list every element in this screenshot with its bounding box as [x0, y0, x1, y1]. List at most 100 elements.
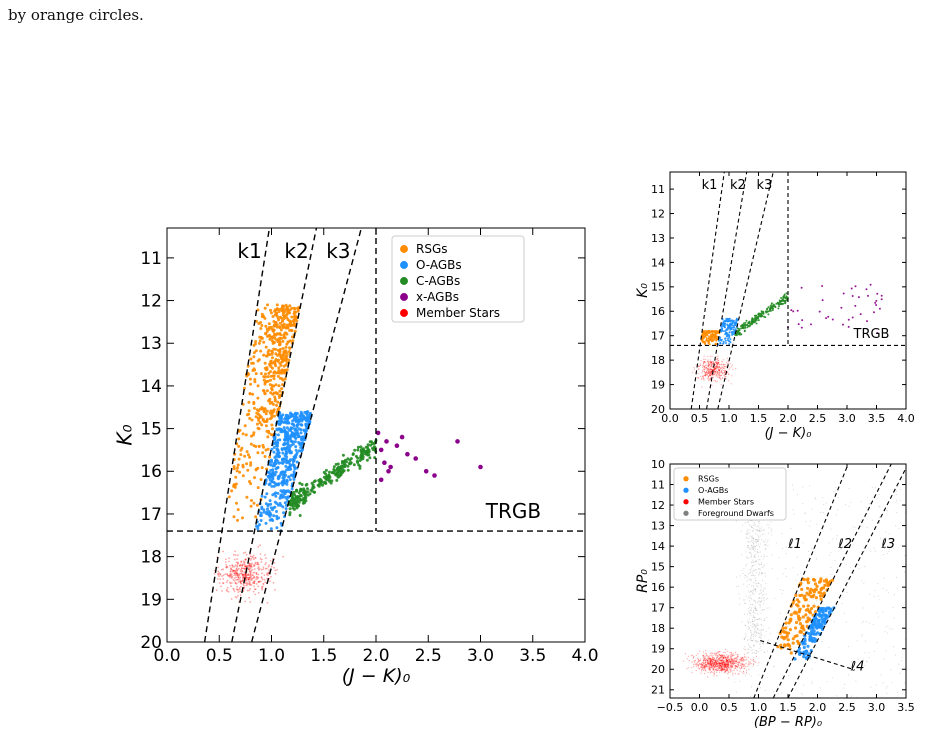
c-agbs-point	[769, 309, 772, 312]
rsgs-point	[272, 371, 276, 375]
foreground-dwarfs-point	[895, 493, 897, 496]
member-stars-point	[733, 662, 735, 664]
o-agbs-point	[272, 514, 276, 518]
o-agbs-point	[722, 340, 725, 343]
member-stars-point	[256, 563, 259, 566]
foreground-dwarfs-point	[754, 538, 756, 540]
member-stars-point	[724, 665, 726, 667]
member-stars-point	[731, 666, 733, 668]
rsgs-point	[252, 431, 256, 435]
member-stars-point	[251, 568, 254, 571]
rsgs-point	[264, 375, 267, 379]
c-agbs-point	[293, 493, 296, 497]
member-stars-point	[238, 564, 241, 567]
x-agbs-point	[375, 430, 381, 436]
member-stars-point	[229, 576, 231, 578]
member-stars-point	[727, 380, 730, 382]
x-agbs-point	[384, 439, 389, 444]
rsgs-point	[798, 630, 802, 634]
foreground-dwarfs-point	[764, 572, 766, 574]
member-stars-point	[713, 669, 715, 671]
member-stars-point	[709, 374, 711, 376]
member-stars-point	[697, 660, 699, 663]
foreground-dwarfs-point	[811, 682, 813, 685]
rsgs-point	[795, 603, 799, 607]
c-agbs-point	[778, 303, 781, 306]
foreground-dwarfs-point	[746, 580, 748, 582]
member-stars-point	[734, 660, 736, 662]
member-stars-point	[705, 654, 708, 656]
rsgs-point	[710, 336, 713, 339]
c-agbs-point	[365, 450, 369, 454]
member-stars-point	[708, 369, 710, 371]
member-stars-point	[724, 662, 726, 664]
foreground-dwarfs-point	[878, 505, 880, 507]
rsgs-point	[262, 445, 265, 449]
member-stars-point	[247, 574, 250, 577]
member-stars-point	[265, 562, 267, 564]
foreground-dwarfs-point	[749, 639, 752, 641]
foreground-dwarfs-point	[821, 641, 823, 643]
member-stars-point	[225, 558, 227, 561]
member-stars-point	[743, 657, 745, 659]
o-agbs-point	[275, 466, 279, 470]
member-stars-point	[717, 652, 719, 654]
foreground-dwarfs-point	[758, 597, 760, 599]
rsgs-point	[786, 631, 791, 635]
x-axis-label: (J − K)₀	[765, 426, 813, 441]
member-stars-point	[709, 659, 711, 661]
member-stars-point	[709, 657, 711, 660]
foreground-dwarfs-point	[755, 542, 758, 544]
member-stars-point	[731, 658, 733, 660]
foreground-dwarfs-point	[760, 539, 763, 541]
member-stars-point	[236, 574, 239, 577]
member-stars-point	[724, 370, 727, 372]
rsgs-point	[707, 331, 710, 333]
member-stars-point	[720, 374, 722, 376]
member-stars-point	[708, 364, 710, 366]
foreground-dwarfs-point	[754, 618, 756, 621]
member-stars-point	[723, 655, 725, 657]
rsgs-point	[258, 339, 262, 343]
foreground-dwarfs-point	[808, 600, 810, 602]
member-stars-point	[720, 663, 722, 665]
rsgs-point	[789, 613, 793, 617]
member-stars-point	[702, 662, 704, 664]
foreground-dwarfs-point	[756, 634, 758, 636]
region-label: ℓ1	[787, 537, 802, 552]
member-stars-point	[709, 366, 711, 368]
member-stars-point	[249, 573, 252, 576]
rsgs-point	[253, 406, 256, 410]
member-stars-point	[726, 669, 728, 671]
member-stars-point	[723, 664, 725, 666]
region-label: k2	[730, 178, 746, 193]
foreground-dwarfs-point	[759, 529, 761, 531]
member-stars-point	[238, 572, 241, 575]
member-stars-point	[752, 659, 754, 661]
member-stars-point	[713, 656, 715, 658]
member-stars-point	[734, 667, 736, 669]
member-stars-point	[236, 588, 239, 591]
member-stars-point	[721, 669, 723, 671]
foreground-dwarfs-point	[812, 548, 814, 550]
foreground-dwarfs-point	[762, 609, 764, 611]
member-stars-point	[252, 574, 255, 577]
member-stars-point	[732, 653, 734, 655]
member-stars-point	[698, 668, 700, 670]
rsgs-point	[281, 304, 284, 308]
c-agbs-point	[743, 330, 746, 333]
member-stars-point	[719, 369, 721, 371]
member-stars-point	[713, 667, 715, 669]
member-stars-point	[712, 659, 714, 661]
rsgs-point	[784, 621, 788, 625]
member-stars-point	[226, 573, 229, 576]
member-stars-point	[719, 375, 722, 377]
foreground-dwarfs-point	[744, 522, 746, 524]
foreground-dwarfs-point	[811, 681, 813, 683]
foreground-dwarfs-point	[756, 585, 758, 587]
foreground-dwarfs-point	[754, 623, 756, 625]
member-stars-point	[245, 576, 248, 579]
foreground-dwarfs-point	[755, 609, 757, 611]
foreground-dwarfs-point	[745, 625, 747, 627]
foreground-dwarfs-point	[762, 594, 764, 596]
